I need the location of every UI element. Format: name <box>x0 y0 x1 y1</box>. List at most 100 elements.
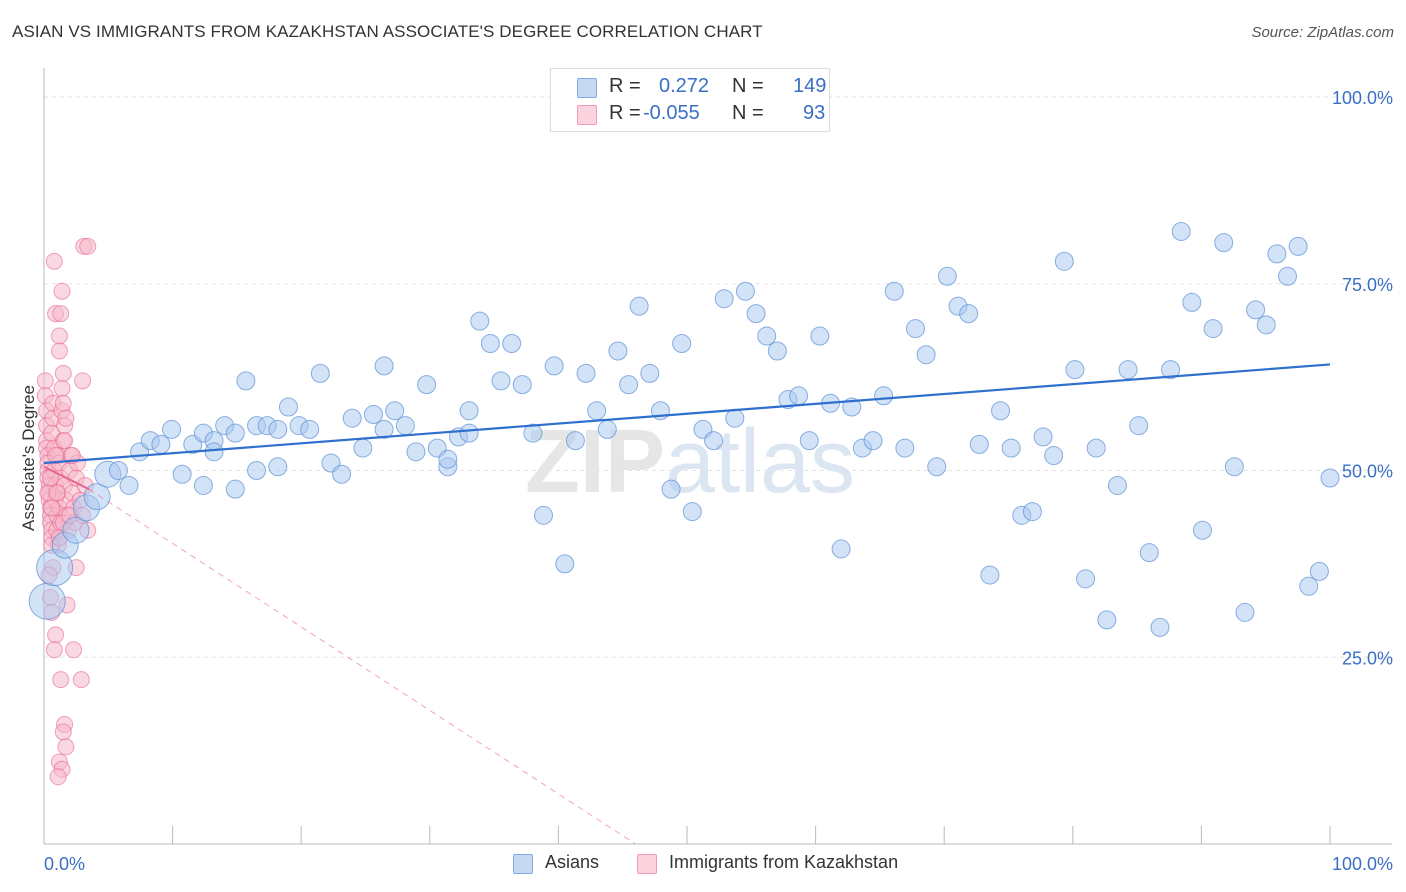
data-point-asians <box>555 554 575 574</box>
data-point-asians <box>225 423 245 443</box>
legend-n-label: N = <box>732 75 764 97</box>
data-point-asians <box>1267 244 1287 264</box>
data-point-asians <box>1299 576 1319 596</box>
data-point-asians <box>310 363 330 383</box>
trend-line-asians <box>43 363 1331 465</box>
legend-r-value: -0.055 <box>643 102 700 124</box>
data-point-asians <box>746 304 766 324</box>
data-point-asians <box>1192 520 1212 540</box>
data-point-asians <box>544 356 564 376</box>
data-point-asians <box>395 416 415 436</box>
trend-line-kazakhstan <box>43 465 90 491</box>
data-point-asians <box>1076 569 1096 589</box>
bottom-legend-label: Immigrants from Kazakhstan <box>669 852 899 872</box>
data-point-asians <box>1161 360 1181 380</box>
data-point-asians <box>342 408 362 428</box>
data-point-asians <box>300 419 320 439</box>
legend-r-label: R = <box>609 75 641 97</box>
data-point-asians <box>1139 543 1159 563</box>
data-point-asians <box>1214 233 1234 253</box>
data-point-asians <box>28 582 66 620</box>
data-point-kazakhstan <box>50 342 68 360</box>
data-point-asians <box>534 505 554 525</box>
data-point-kazakhstan <box>45 252 63 270</box>
x-tick-label: 100.0% <box>1332 854 1393 874</box>
y-tick-label: 100.0% <box>1332 88 1393 108</box>
data-point-asians <box>619 375 639 395</box>
data-point-asians <box>725 408 745 428</box>
data-point-asians <box>1033 427 1053 447</box>
data-point-kazakhstan <box>49 768 67 786</box>
data-point-asians <box>1182 292 1202 312</box>
data-point-asians <box>799 431 819 451</box>
data-point-kazakhstan <box>54 723 72 741</box>
data-point-kazakhstan <box>45 641 63 659</box>
legend-swatch-asians <box>577 78 597 98</box>
data-point-kazakhstan <box>53 379 71 397</box>
chart-title: ASIAN VS IMMIGRANTS FROM KAZAKHSTAN ASSO… <box>12 22 763 41</box>
data-point-asians <box>1224 457 1244 477</box>
data-point-asians <box>1054 251 1074 271</box>
data-point-asians <box>268 457 288 477</box>
data-point-asians <box>459 423 479 443</box>
data-point-asians <box>927 457 947 477</box>
data-point-asians <box>374 419 394 439</box>
legend-r-label: R = <box>609 102 641 124</box>
data-point-asians <box>1129 416 1149 436</box>
data-point-asians <box>661 479 681 499</box>
data-point-asians <box>1097 610 1117 630</box>
data-point-asians <box>587 401 607 421</box>
data-point-asians <box>608 341 628 361</box>
data-point-asians <box>682 502 702 522</box>
data-point-kazakhstan <box>43 499 61 517</box>
data-point-asians <box>959 304 979 324</box>
data-point-asians <box>363 404 383 424</box>
data-point-asians <box>937 266 957 286</box>
data-point-kazakhstan <box>52 305 70 323</box>
data-point-asians <box>1277 266 1297 286</box>
data-point-asians <box>1022 502 1042 522</box>
data-point-kazakhstan <box>52 671 70 689</box>
data-point-asians <box>204 442 224 462</box>
grid-lines <box>44 96 1392 658</box>
data-point-asians <box>1235 602 1255 622</box>
data-point-asians <box>1107 475 1127 495</box>
legend-r-value: 0.272 <box>659 75 710 97</box>
series-kazakhstan <box>36 237 97 786</box>
x-tick-label: 0.0% <box>44 854 85 874</box>
data-point-asians <box>502 334 522 354</box>
data-point-kazakhstan <box>47 626 65 644</box>
data-point-asians <box>1118 360 1138 380</box>
data-point-kazakhstan <box>54 394 72 412</box>
data-point-kazakhstan <box>53 282 71 300</box>
data-point-asians <box>767 341 787 361</box>
data-point-asians <box>1309 561 1329 581</box>
data-point-asians <box>119 475 139 495</box>
y-tick-label: 50.0% <box>1342 462 1393 482</box>
watermark: ZIPatlas <box>525 412 855 512</box>
data-point-asians <box>895 438 915 458</box>
data-point-asians <box>672 334 692 354</box>
data-point-kazakhstan <box>65 641 83 659</box>
data-point-asians <box>151 434 171 454</box>
data-point-asians <box>980 565 1000 585</box>
legend-n-value: 93 <box>803 102 826 124</box>
y-tick-label: 25.0% <box>1342 648 1393 668</box>
data-point-asians <box>831 539 851 559</box>
y-tick-label: 75.0% <box>1342 275 1393 295</box>
data-point-asians <box>193 475 213 495</box>
data-point-asians <box>1256 315 1276 335</box>
data-point-kazakhstan <box>47 447 65 465</box>
data-point-asians <box>757 326 777 346</box>
trend-lines <box>43 363 1331 845</box>
data-point-asians <box>1320 468 1340 488</box>
data-point-kazakhstan <box>72 671 90 689</box>
data-point-asians <box>353 438 373 458</box>
data-point-kazakhstan <box>56 432 74 450</box>
data-point-asians <box>225 479 245 499</box>
y-axis-label: Associate's Degree <box>19 385 38 531</box>
data-point-asians <box>162 419 182 439</box>
data-point-asians <box>906 319 926 339</box>
data-point-kazakhstan <box>57 409 75 427</box>
data-point-asians <box>789 386 809 406</box>
